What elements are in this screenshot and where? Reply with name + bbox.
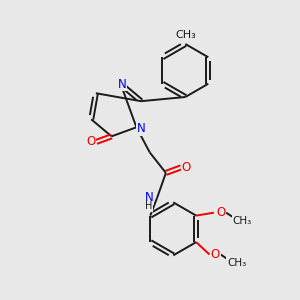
Text: N: N xyxy=(136,122,145,135)
Text: CH₃: CH₃ xyxy=(227,258,246,268)
Text: O: O xyxy=(211,248,220,261)
Text: N: N xyxy=(144,191,153,205)
Text: N: N xyxy=(118,78,127,91)
Text: CH₃: CH₃ xyxy=(175,30,196,40)
Text: O: O xyxy=(216,206,225,219)
Text: H: H xyxy=(145,201,152,211)
Text: CH₃: CH₃ xyxy=(232,216,251,226)
Text: O: O xyxy=(86,135,96,148)
Text: O: O xyxy=(182,161,191,174)
